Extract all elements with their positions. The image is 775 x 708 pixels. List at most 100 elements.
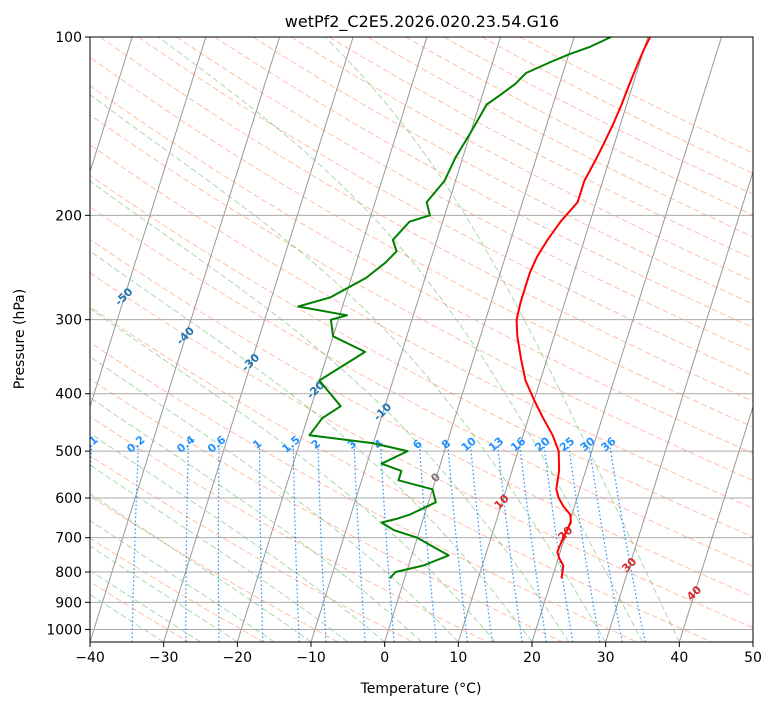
y-tick-label: 700 xyxy=(55,531,82,547)
isotherm-label: 10 xyxy=(492,492,512,512)
isotherm-line xyxy=(531,37,722,642)
moist-adiabat-line xyxy=(90,250,533,642)
dry-adiabat-line xyxy=(100,37,753,402)
mixing-ratio-label: 0.4 xyxy=(174,433,198,456)
isotherm-line xyxy=(90,37,207,409)
dry-adiabat-line xyxy=(290,37,753,282)
isotherm-label: 40 xyxy=(684,583,704,603)
plot-frame xyxy=(89,36,754,643)
plot-area: 0.10.20.40.611.52346810131620253036-100-… xyxy=(0,37,753,642)
moist-adiabat-line xyxy=(90,397,422,642)
mixing-ratio-line xyxy=(497,445,523,642)
mixing-ratio-label: 8 xyxy=(439,437,453,452)
x-axis-label: Temperature (°C) xyxy=(360,681,482,697)
moist-adiabat-line xyxy=(90,94,607,642)
mixing-ratio-line xyxy=(317,445,327,642)
chart-title: wetPf2_C2E5.2026.020.23.54.G16 xyxy=(285,12,559,32)
mixing-ratio-line xyxy=(588,445,623,642)
moist-adiabat-line xyxy=(90,569,201,642)
mixing-ratio-line xyxy=(185,445,189,642)
mixing-ratio-line xyxy=(259,445,264,642)
x-tick-label: −30 xyxy=(149,650,179,666)
mixing-ratio-label: 0.1 xyxy=(77,433,100,455)
dewpoint-profile xyxy=(297,37,612,580)
moist-adiabat-line xyxy=(90,519,275,642)
moist-adiabat-line xyxy=(90,356,459,642)
isotherm-line xyxy=(384,37,575,642)
y-tick-label: 1000 xyxy=(46,622,82,638)
temperature-profile xyxy=(515,37,651,579)
mixing-ratio-lines xyxy=(90,445,646,642)
mixing-ratio-label: 0.6 xyxy=(205,433,229,456)
dry-adiabat-line xyxy=(90,455,414,642)
dry-adiabat-line xyxy=(90,238,753,598)
mixing-ratio-line xyxy=(470,445,493,642)
x-tick-label: 0 xyxy=(380,650,389,666)
isotherm-label: -40 xyxy=(174,324,197,347)
dry-adiabat-line xyxy=(90,495,339,642)
isotherm-line xyxy=(310,37,501,642)
mixing-ratio-line xyxy=(447,445,469,642)
mixing-ratio-line xyxy=(609,445,646,642)
isotherm-line xyxy=(90,37,133,174)
mixing-ratio-line xyxy=(353,445,366,642)
dry-adiabat-line xyxy=(138,37,753,377)
moist-adiabat-line xyxy=(90,545,238,642)
y-tick-label: 500 xyxy=(55,444,82,460)
dry-adiabat-line xyxy=(367,37,753,238)
isotherm-line xyxy=(605,170,753,642)
x-tick-label: 50 xyxy=(744,650,762,666)
y-tick-label: 600 xyxy=(55,491,82,507)
moist-adiabat-line xyxy=(90,432,386,642)
dry-adiabat-line xyxy=(90,581,190,642)
moist-adiabats xyxy=(90,37,680,642)
mixing-ratio-line xyxy=(131,445,139,642)
dry-adiabat-line xyxy=(90,306,712,642)
isotherm-line xyxy=(752,640,753,642)
moist-adiabat-line xyxy=(90,464,349,642)
y-tick-label: 200 xyxy=(55,208,82,224)
y-tick-label: 800 xyxy=(55,565,82,581)
profiles xyxy=(297,37,651,580)
x-tick-label: −10 xyxy=(296,650,326,666)
dry-adiabat-line xyxy=(443,37,753,195)
mixing-ratio-line xyxy=(217,445,220,642)
mixing-ratio-line xyxy=(380,445,395,642)
dry-adiabat-line xyxy=(90,174,753,538)
isotherm-label: -60 xyxy=(50,250,73,273)
dry-adiabat-line xyxy=(405,37,753,216)
isotherm-label: -20 xyxy=(304,378,327,401)
isotherm-line xyxy=(0,37,59,642)
dry-adiabats xyxy=(90,37,753,642)
moist-adiabat-line xyxy=(90,180,570,642)
isotherm-label: -10 xyxy=(371,400,394,423)
isotherm-line xyxy=(236,37,428,642)
moist-adiabat-line xyxy=(158,37,643,642)
dry-adiabat-line xyxy=(176,37,753,353)
isotherm-label: 0 xyxy=(428,470,443,485)
dry-adiabat-line xyxy=(214,37,753,329)
isotherms xyxy=(0,37,753,642)
isotherm-label: -50 xyxy=(112,285,135,308)
isotherm-label: -70 xyxy=(0,197,16,220)
mixing-ratio-line xyxy=(519,445,547,642)
line-labels: 0.10.20.40.611.52346810131620253036-100-… xyxy=(0,197,704,603)
x-tick-label: 40 xyxy=(670,650,688,666)
x-tick-label: −20 xyxy=(223,650,253,666)
dry-adiabat-line xyxy=(90,206,753,567)
x-tick-label: 20 xyxy=(523,650,541,666)
dry-adiabat-line xyxy=(90,378,563,642)
x-tick-label: −40 xyxy=(75,650,105,666)
y-tick-label: 400 xyxy=(55,387,82,403)
isotherm-line xyxy=(678,405,753,642)
dry-adiabat-line xyxy=(481,37,753,174)
mixing-ratio-line xyxy=(418,445,437,642)
dry-adiabat-line xyxy=(90,144,753,509)
x-tick-label: 10 xyxy=(449,650,467,666)
dry-adiabat-line xyxy=(90,56,753,428)
dry-adiabat-line xyxy=(90,114,753,482)
y-tick-label: 100 xyxy=(55,30,82,46)
mixing-ratio-label: 2 xyxy=(309,437,323,452)
mixing-ratio-label: 0.2 xyxy=(124,433,147,455)
